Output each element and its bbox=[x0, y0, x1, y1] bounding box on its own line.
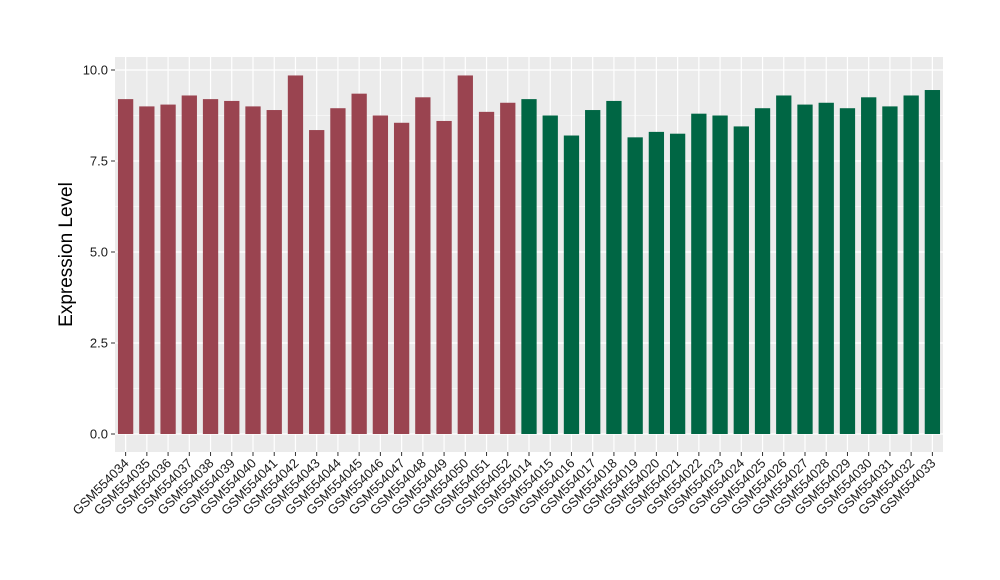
bar-GSM554040 bbox=[245, 106, 261, 435]
y-tick-label: 7.5 bbox=[90, 154, 108, 169]
bar-GSM554046 bbox=[372, 115, 389, 434]
bar-GSM554029 bbox=[839, 108, 856, 434]
bar-GSM554043 bbox=[309, 130, 325, 434]
bar-GSM554033 bbox=[924, 90, 941, 435]
bar-GSM554038 bbox=[202, 99, 219, 435]
bar-GSM554048 bbox=[415, 97, 431, 435]
bar-GSM554026 bbox=[776, 95, 792, 434]
bar-GSM554018 bbox=[606, 100, 622, 434]
bar-GSM554034 bbox=[117, 99, 134, 435]
bar-GSM554039 bbox=[224, 100, 240, 434]
bar-GSM554042 bbox=[287, 75, 304, 435]
bar-GSM554045 bbox=[351, 93, 367, 434]
bar-GSM554044 bbox=[330, 108, 346, 434]
bar-GSM554023 bbox=[712, 115, 728, 434]
y-axis: 0.0 2.5 5.0 7.5 10.0 bbox=[83, 63, 115, 442]
y-tick-label: 5.0 bbox=[90, 245, 108, 260]
bar-GSM554035 bbox=[139, 106, 155, 435]
bar-GSM554032 bbox=[903, 95, 919, 434]
bar-GSM554025 bbox=[754, 108, 771, 434]
bar-GSM554052 bbox=[500, 102, 516, 434]
bar-GSM554030 bbox=[861, 97, 877, 435]
bar-GSM554050 bbox=[457, 75, 473, 435]
bar-GSM554019 bbox=[627, 137, 643, 434]
bar-GSM554036 bbox=[160, 104, 176, 434]
bar-GSM554017 bbox=[585, 110, 601, 434]
y-tick-label: 2.5 bbox=[90, 336, 108, 351]
bar-GSM554028 bbox=[818, 102, 834, 434]
bar-GSM554047 bbox=[393, 122, 410, 434]
y-tick-label: 10.0 bbox=[83, 63, 108, 78]
bar-GSM554015 bbox=[542, 115, 558, 434]
bar-GSM554021 bbox=[669, 133, 686, 434]
bar-GSM554051 bbox=[478, 111, 495, 435]
bar-GSM554020 bbox=[648, 131, 665, 434]
bar-GSM554031 bbox=[882, 106, 898, 435]
y-tick-label: 0.0 bbox=[90, 427, 108, 442]
bar-GSM554016 bbox=[563, 135, 580, 434]
bars bbox=[117, 75, 941, 435]
bar-GSM554022 bbox=[691, 113, 707, 435]
bar-GSM554027 bbox=[797, 104, 813, 434]
bar-GSM554041 bbox=[266, 110, 282, 434]
bar-GSM554049 bbox=[436, 120, 452, 435]
bar-GSM554037 bbox=[181, 95, 197, 434]
bar-GSM554014 bbox=[521, 99, 537, 435]
bar-GSM554024 bbox=[733, 126, 749, 435]
y-axis-title: Expression Level bbox=[56, 182, 77, 327]
x-axis: GSM554034GSM554035GSM554036GSM554037GSM5… bbox=[70, 452, 939, 518]
